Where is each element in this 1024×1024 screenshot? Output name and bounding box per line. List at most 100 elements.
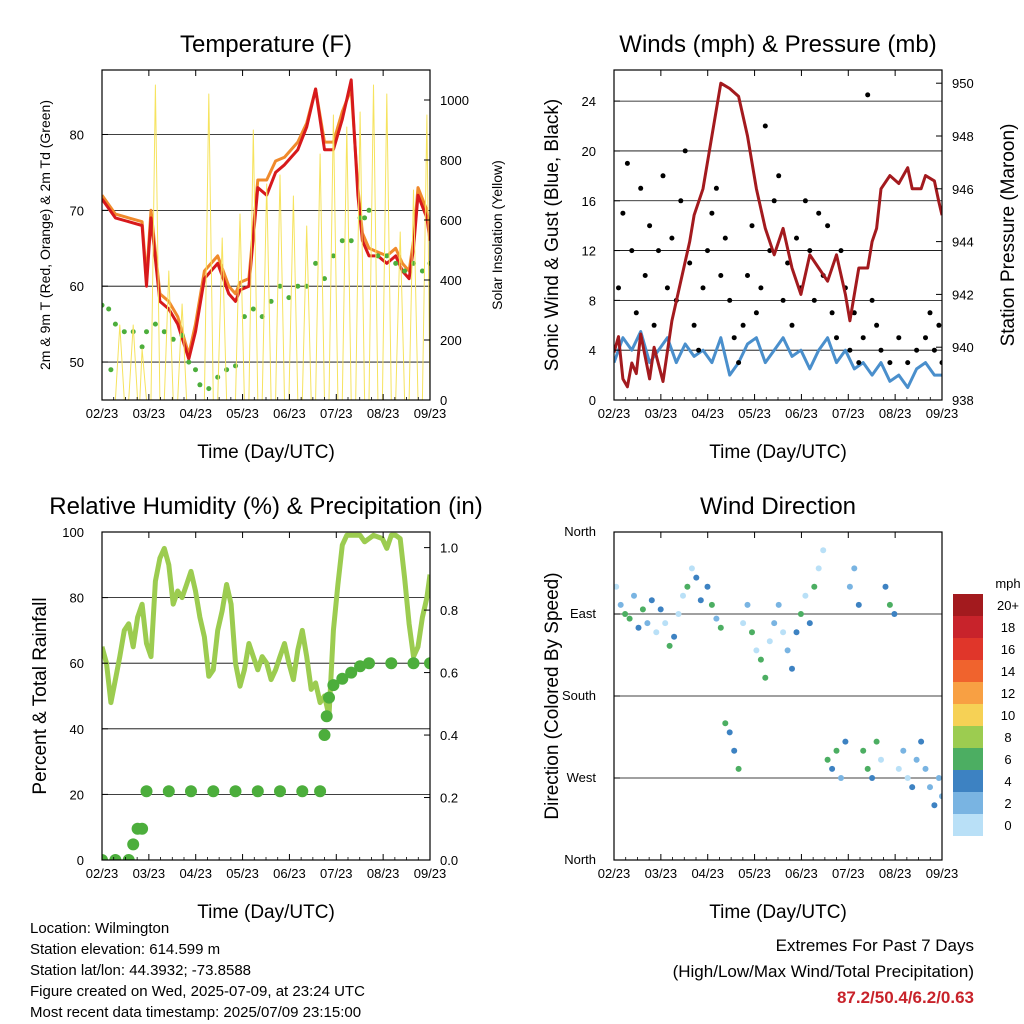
winds-series-1-point — [834, 335, 839, 341]
humidity-series-1-point — [127, 838, 140, 851]
direction-series-0-point — [913, 756, 920, 763]
colorbar-swatch — [953, 704, 983, 726]
temperature-series-2-point — [170, 336, 176, 342]
winds-series-1-point — [939, 360, 942, 366]
temperature-y2-tick-label: 600 — [440, 213, 462, 228]
temperature-y2-tick-label: 800 — [440, 153, 462, 168]
direction-series-0-point — [740, 620, 747, 627]
latlon-text: Station lat/lon: 44.3932; -73.8588 — [30, 962, 252, 979]
winds-y-tick-label: 8 — [589, 293, 596, 308]
humidity-y-tick-label: 80 — [70, 591, 84, 606]
winds-series-1-point — [633, 310, 639, 316]
humidity-x-tick-label: 06/23 — [273, 866, 306, 881]
winds-series-1-point — [905, 360, 911, 366]
direction-series-0-point — [931, 802, 938, 809]
winds-series-1-point — [753, 310, 759, 316]
temperature-series-2-point — [362, 215, 368, 221]
direction-series-0-point — [793, 629, 800, 636]
direction-series-0-point — [693, 574, 700, 581]
direction-series-0-point — [744, 601, 751, 608]
winds-series-1-point — [914, 347, 920, 353]
temperature-xlabel: Time (Day/UTC) — [197, 442, 335, 463]
temperature-y-tick-label: 60 — [70, 279, 84, 294]
created-text: Figure created on Wed, 2025-07-09, at 23… — [30, 983, 365, 1000]
winds-series-1-point — [660, 173, 666, 179]
colorbar-label: 2 — [1004, 796, 1011, 811]
temperature-series-2-point — [322, 276, 327, 282]
temperature-series-2-point — [161, 329, 167, 335]
winds-series-1-point — [638, 185, 644, 191]
temperature-series-2-point — [277, 283, 283, 289]
direction-x-tick-label: 06/23 — [785, 866, 818, 881]
temperature-series-2-point — [139, 344, 145, 350]
winds-series-1-point — [629, 248, 635, 254]
winds-series-1-point — [887, 360, 893, 366]
humidity-series-1-point — [327, 679, 340, 692]
humidity-series-1-point — [251, 785, 264, 798]
direction-series-0-point — [639, 606, 646, 613]
direction-series-0-point — [753, 647, 760, 654]
direction-series-0-point — [657, 606, 664, 613]
temperature-series-2-point — [197, 382, 203, 388]
temperature-series-2-point — [375, 253, 381, 259]
direction-series-0-point — [653, 629, 660, 636]
temperature-x-tick-label: 02/23 — [86, 406, 119, 421]
direction-y-tick-label: East — [570, 606, 596, 621]
temperature-series-2-point — [348, 238, 354, 244]
humidity-series-1-point — [296, 785, 309, 798]
direction-x-tick-label: 02/23 — [598, 866, 631, 881]
direction-series-0-point — [927, 784, 933, 791]
humidity-x-tick-label: 09/23 — [414, 866, 447, 881]
direction-series-0-point — [891, 611, 898, 617]
winds-y2-tick-label: 944 — [952, 235, 974, 250]
winds-series-2-line — [614, 81, 942, 389]
humidity-y2-tick-label: 0.4 — [440, 728, 458, 743]
winds-x-tick-label: 02/23 — [598, 406, 631, 421]
direction-series-0-point — [806, 620, 813, 627]
winds-plot-area — [614, 81, 942, 389]
direction-series-0-point — [680, 592, 686, 599]
humidity-x-tick-label: 03/23 — [133, 866, 166, 881]
winds-y2-tick-label: 942 — [952, 287, 974, 302]
winds-series-1-point — [642, 273, 648, 278]
winds-series-1-point — [727, 297, 733, 303]
direction-series-0-point — [895, 765, 902, 772]
direction-series-0-point — [833, 747, 840, 754]
humidity-y2-tick-label: 0.6 — [440, 666, 458, 681]
temperature-series-2-point — [241, 314, 247, 320]
colorbar-label: 12 — [1001, 686, 1015, 701]
winds-y2-tick-label: 940 — [952, 340, 974, 355]
colorbar-label: 16 — [1001, 642, 1015, 657]
direction-series-0-point — [918, 738, 925, 745]
colorbar-swatch — [953, 792, 983, 814]
winds-series-1-point — [762, 123, 768, 129]
winds-series-1-point — [776, 173, 782, 179]
winds-series-1-point — [678, 198, 684, 204]
winds-series-1-point — [691, 322, 697, 328]
winds-series-1-point — [624, 160, 630, 166]
humidity-x-tick-label: 04/23 — [179, 866, 212, 881]
winds-ylabel: Sonic Wind & Gust (Blue, Black) — [542, 99, 563, 371]
direction-series-0-point — [780, 629, 787, 636]
direction-x-tick-label: 07/23 — [832, 866, 865, 881]
winds-series-1-point — [713, 185, 719, 191]
humidity-series-1-point — [345, 666, 358, 679]
temperature-series-2-point — [330, 253, 336, 259]
temperature-x-tick-label: 09/23 — [414, 406, 447, 421]
temperature-y-tick-label: 50 — [70, 355, 84, 370]
winds-y-tick-label: 12 — [582, 244, 596, 259]
winds-series-1-point — [722, 235, 728, 241]
direction-series-0-point — [735, 765, 742, 772]
colorbar-swatch — [953, 616, 983, 638]
direction-series-0-point — [731, 747, 738, 754]
winds-series-1-point — [616, 285, 621, 291]
winds-x-tick-label: 06/23 — [785, 406, 818, 421]
winds-series-1-point — [669, 235, 675, 241]
winds-series-1-point — [936, 322, 942, 328]
temperature-series-2-point — [268, 298, 274, 304]
temperature-x-tick-label: 03/23 — [133, 406, 166, 421]
humidity-series-1-point — [136, 822, 149, 835]
direction-series-0-point — [802, 592, 809, 599]
direction-series-0-point — [829, 765, 836, 772]
